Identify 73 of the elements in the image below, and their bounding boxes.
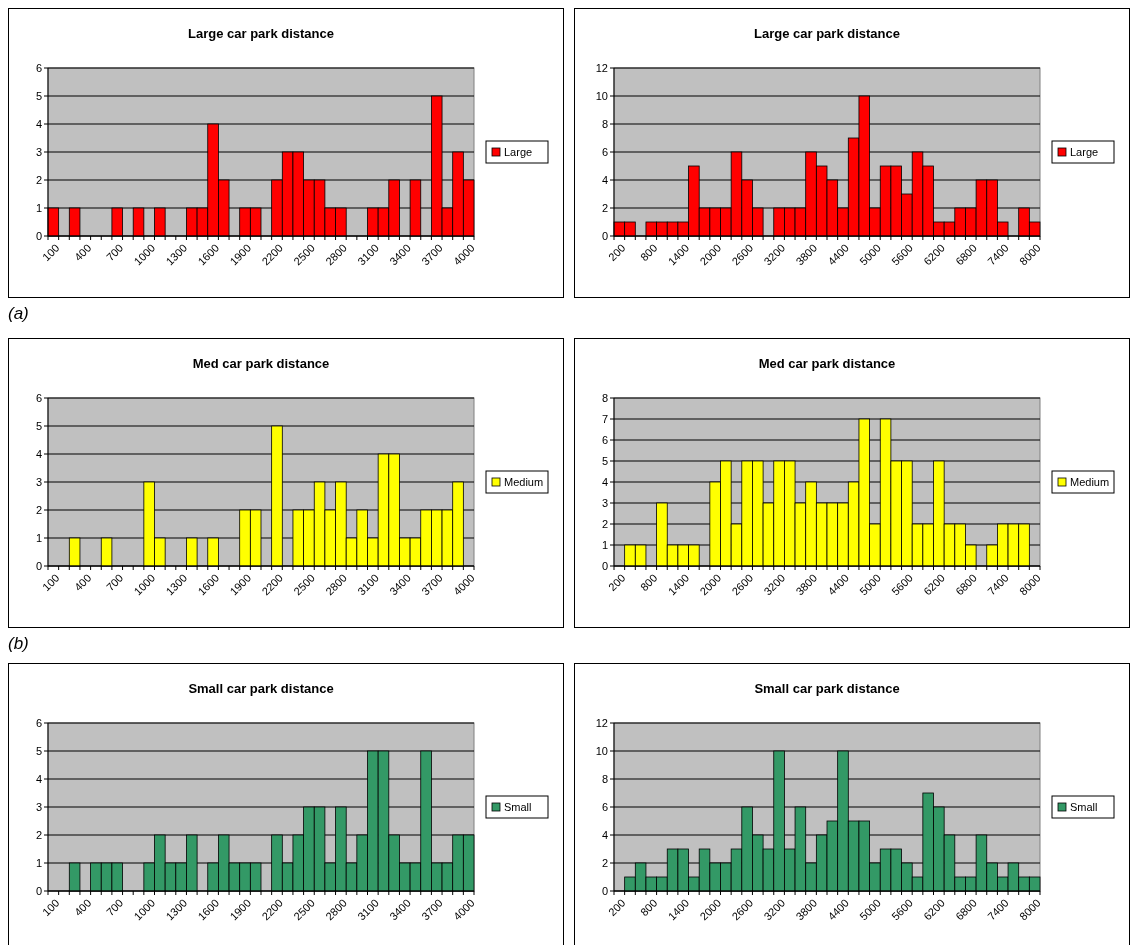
y-tick-label: 2 bbox=[601, 201, 608, 214]
x-tick-label: 400 bbox=[71, 571, 94, 594]
y-tick-label: 4 bbox=[601, 828, 608, 841]
legend-label: Medium bbox=[1070, 475, 1110, 488]
y-tick-label: 0 bbox=[35, 884, 42, 897]
legend-label: Medium bbox=[504, 475, 544, 488]
text: (b) bbox=[8, 634, 29, 654]
legend-label: Large bbox=[504, 145, 533, 158]
y-tick-label: 12 bbox=[595, 716, 608, 729]
y-tick-label: 8 bbox=[601, 391, 608, 404]
x-tick-label: 200 bbox=[605, 241, 628, 264]
y-tick-label: 3 bbox=[35, 145, 42, 158]
chart-title: Large car park distance bbox=[754, 26, 900, 41]
y-tick-label: 2 bbox=[601, 517, 608, 530]
y-tick-label: 4 bbox=[601, 475, 608, 488]
y-tick-label: 10 bbox=[595, 744, 608, 757]
y-tick-label: 12 bbox=[595, 61, 608, 74]
y-tick-label: 8 bbox=[601, 117, 608, 130]
x-tick-label: 800 bbox=[637, 571, 660, 594]
y-tick-label: 4 bbox=[35, 117, 42, 130]
y-tick-label: 5 bbox=[35, 744, 42, 757]
y-tick-label: 2 bbox=[35, 828, 42, 841]
legend-label: Large bbox=[1070, 145, 1099, 158]
y-tick-label: 1 bbox=[35, 856, 42, 869]
y-tick-label: 6 bbox=[601, 145, 608, 158]
y-tick-label: 3 bbox=[35, 475, 42, 488]
y-tick-label: 2 bbox=[601, 856, 608, 869]
x-tick-label: 100 bbox=[39, 571, 62, 594]
y-tick-label: 3 bbox=[601, 496, 608, 509]
chart-title: Med car park distance bbox=[758, 356, 896, 371]
y-tick-label: 7 bbox=[601, 412, 608, 425]
x-tick-label: 100 bbox=[39, 896, 62, 919]
chart-title: Small car park distance bbox=[188, 681, 334, 696]
x-tick-label: 700 bbox=[103, 896, 126, 919]
y-tick-label: 5 bbox=[601, 454, 608, 467]
y-tick-label: 6 bbox=[35, 716, 42, 729]
text: (a) bbox=[8, 304, 29, 324]
legend-label: Small bbox=[1070, 800, 1098, 813]
y-tick-label: 0 bbox=[601, 884, 608, 897]
x-tick-label: 700 bbox=[103, 571, 126, 594]
x-tick-label: 200 bbox=[605, 896, 628, 919]
y-tick-label: 6 bbox=[601, 433, 608, 446]
chart-title: Small car park distance bbox=[754, 681, 900, 696]
x-tick-label: 800 bbox=[637, 896, 660, 919]
y-tick-label: 5 bbox=[35, 89, 42, 102]
y-tick-label: 6 bbox=[35, 391, 42, 404]
y-tick-label: 6 bbox=[35, 61, 42, 74]
y-tick-label: 0 bbox=[35, 229, 42, 242]
x-tick-label: 400 bbox=[71, 241, 94, 264]
x-tick-label: 200 bbox=[605, 571, 628, 594]
x-tick-label: 400 bbox=[71, 896, 94, 919]
y-tick-label: 5 bbox=[35, 419, 42, 432]
x-tick-label: 800 bbox=[637, 241, 660, 264]
y-tick-label: 10 bbox=[595, 89, 608, 102]
x-tick-label: 700 bbox=[103, 241, 126, 264]
y-tick-label: 4 bbox=[35, 772, 42, 785]
y-tick-label: 0 bbox=[601, 229, 608, 242]
y-tick-label: 1 bbox=[35, 531, 42, 544]
x-tick-label: 100 bbox=[39, 241, 62, 264]
y-tick-label: 0 bbox=[35, 559, 42, 572]
y-tick-label: 4 bbox=[601, 173, 608, 186]
y-tick-label: 1 bbox=[35, 201, 42, 214]
y-tick-label: 3 bbox=[35, 800, 42, 813]
y-tick-label: 0 bbox=[601, 559, 608, 572]
y-tick-label: 2 bbox=[35, 503, 42, 516]
y-tick-label: 1 bbox=[601, 538, 608, 551]
chart-title: Med car park distance bbox=[192, 356, 330, 371]
chart-title: Large car park distance bbox=[188, 26, 334, 41]
legend-label: Small bbox=[504, 800, 532, 813]
y-tick-label: 2 bbox=[35, 173, 42, 186]
y-tick-label: 8 bbox=[601, 772, 608, 785]
y-tick-label: 6 bbox=[601, 800, 608, 813]
y-tick-label: 4 bbox=[35, 447, 42, 460]
